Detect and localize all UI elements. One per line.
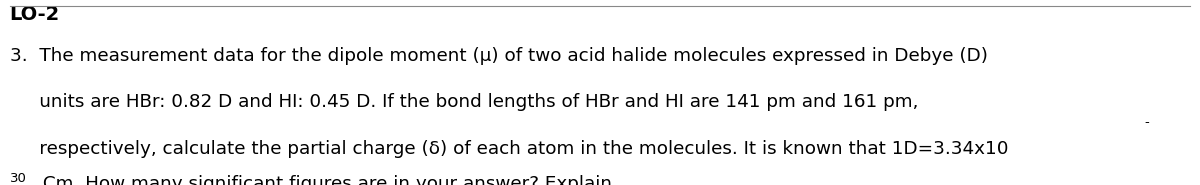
- Text: 30: 30: [10, 172, 26, 185]
- Text: respectively, calculate the partial charge (δ) of each atom in the molecules. It: respectively, calculate the partial char…: [10, 140, 1008, 158]
- Text: -: -: [1145, 117, 1148, 130]
- Text: Cm. How many significant figures are in your answer? Explain.: Cm. How many significant figures are in …: [37, 175, 618, 185]
- Text: units are HBr: 0.82 D and HI: 0.45 D. If the bond lengths of HBr and HI are 141 : units are HBr: 0.82 D and HI: 0.45 D. If…: [10, 93, 918, 111]
- Text: 3.  The measurement data for the dipole moment (μ) of two acid halide molecules : 3. The measurement data for the dipole m…: [10, 47, 988, 65]
- Text: LO-2: LO-2: [10, 5, 60, 24]
